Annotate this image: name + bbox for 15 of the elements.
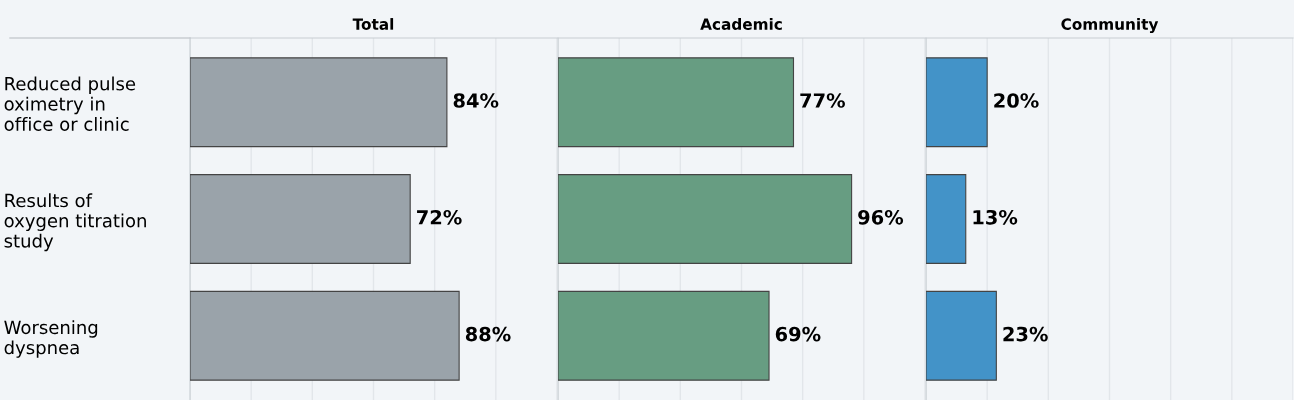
data-label: 84% bbox=[453, 93, 499, 108]
y-tick-label: Results of oxygen titration study bbox=[4, 193, 146, 252]
data-label: 13% bbox=[973, 209, 1018, 225]
data-label: 69% bbox=[775, 326, 821, 342]
data-label: 96% bbox=[858, 209, 904, 225]
chart-title: Academic bbox=[700, 18, 782, 30]
data-label: 20% bbox=[994, 93, 1039, 108]
data-label: 77% bbox=[800, 93, 845, 108]
data-label: 23% bbox=[1003, 326, 1048, 342]
data-label: 88% bbox=[465, 326, 511, 342]
chart-title: Total bbox=[352, 18, 394, 30]
y-tick-label: Reduced pulse oximetry in office or clinic bbox=[4, 76, 136, 131]
y-tick-label: Worsening dyspnea bbox=[4, 320, 98, 358]
data-label: 72% bbox=[417, 209, 462, 225]
chart-title: Community bbox=[1061, 18, 1159, 33]
